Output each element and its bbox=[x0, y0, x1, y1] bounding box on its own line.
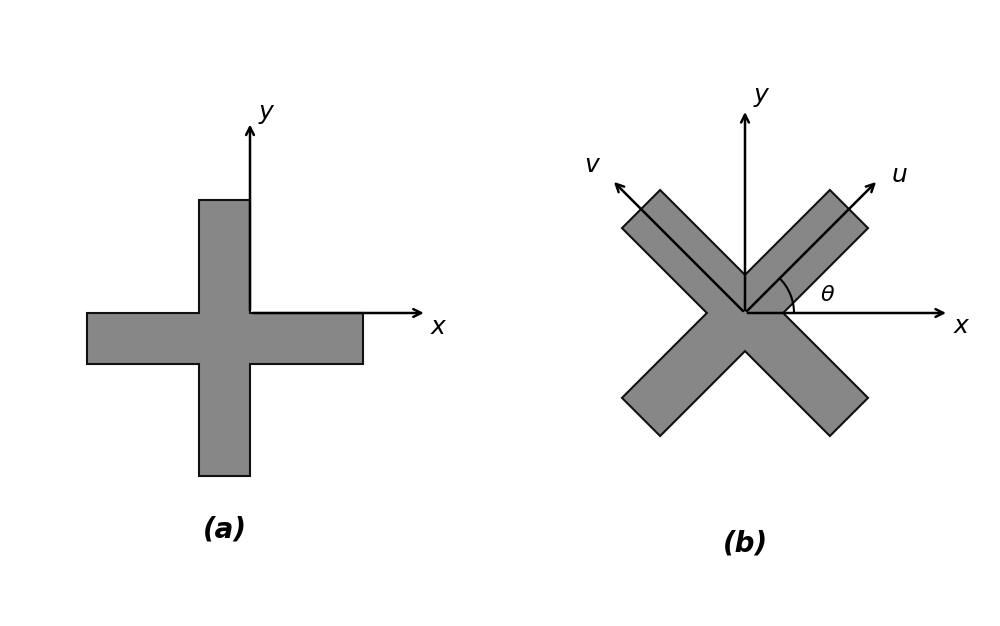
Polygon shape bbox=[622, 190, 868, 436]
Text: (b): (b) bbox=[722, 530, 768, 557]
Text: $v$: $v$ bbox=[584, 153, 601, 177]
Text: (a): (a) bbox=[203, 515, 247, 543]
Text: $y$: $y$ bbox=[258, 102, 275, 126]
Polygon shape bbox=[87, 200, 363, 476]
Text: $x$: $x$ bbox=[430, 315, 447, 339]
Text: $u$: $u$ bbox=[891, 163, 908, 187]
Text: $y$: $y$ bbox=[753, 85, 771, 109]
Text: $\theta$: $\theta$ bbox=[820, 285, 835, 305]
Text: $x$: $x$ bbox=[953, 314, 970, 338]
